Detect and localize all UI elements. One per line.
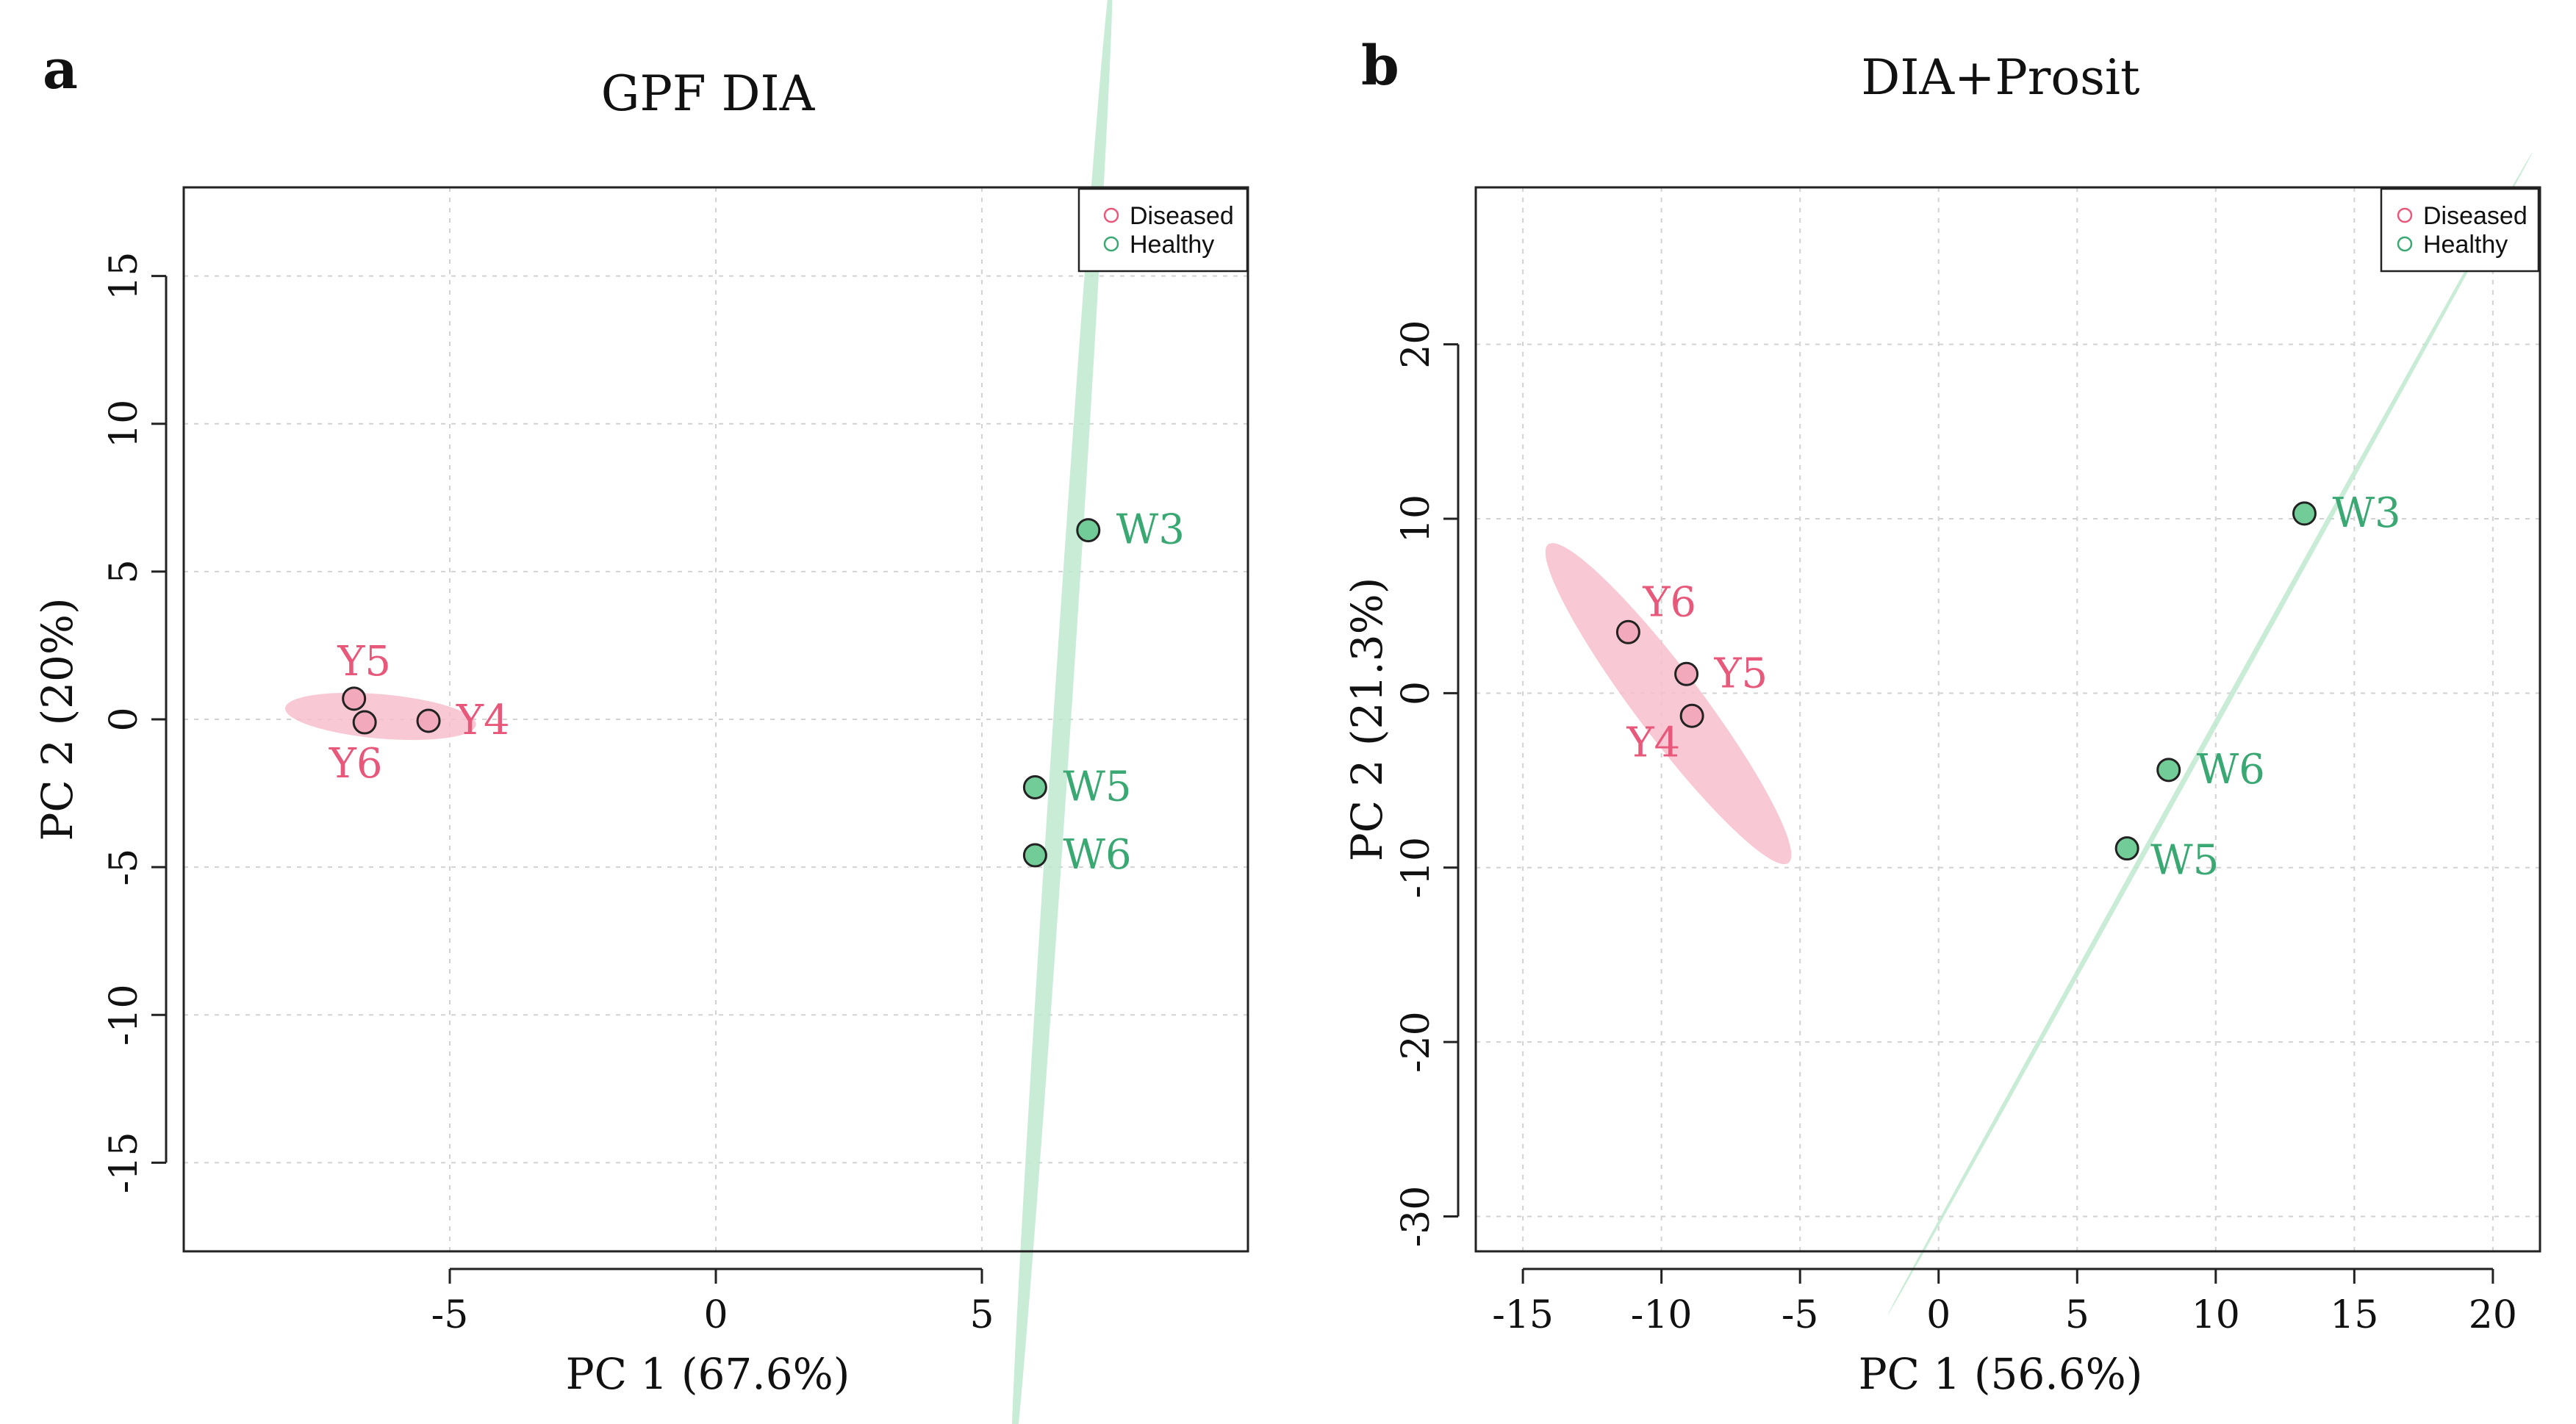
y-tick-label: -10 (102, 984, 146, 1046)
point-label-W3: W3 (2332, 489, 2400, 537)
panel-b-legend-box (2380, 187, 2540, 273)
panel-a-letter: a (43, 38, 78, 101)
point-W6 (1022, 843, 1047, 868)
healthy-confidence-ellipse (1887, 151, 2533, 1315)
x-tick-label: -15 (1492, 1293, 1554, 1337)
panel-b-legend-diseased-label: Diseased (2423, 202, 2527, 230)
panel-b-title: DIA+Prosit (1861, 49, 2139, 106)
point-label-W5: W5 (1063, 763, 1131, 811)
panel-b-legend: Diseased Healthy (2380, 187, 2540, 273)
point-label-Y6: Y6 (1642, 578, 1696, 626)
y-tick-label: 10 (102, 400, 146, 448)
panel-a-y-axis: -15 -10 -5 0 5 10 15 (102, 252, 168, 1193)
panel-b-y-axis-label: PC 2 (21.3%) (1342, 578, 1392, 862)
panel-b-legend-diseased-marker (2397, 207, 2413, 223)
point-label-Y6: Y6 (329, 740, 383, 788)
point-W5 (2114, 836, 2139, 861)
diseased-confidence-ellipse (1545, 543, 1792, 865)
diseased-confidence-ellipse (285, 692, 476, 741)
panel-b-point-labels: Y6 Y5 Y4 W3 W6 W5 (1626, 489, 2401, 885)
panel-b-legend-healthy-label: Healthy (2423, 231, 2508, 259)
point-label-W5: W5 (2150, 837, 2219, 885)
y-tick-label: -15 (102, 1132, 146, 1193)
point-W3 (2292, 501, 2317, 526)
y-tick-label: 0 (1394, 681, 1438, 705)
panel-a-legend-diseased-label: Diseased (1130, 202, 1234, 230)
panel-b-plot-frame (1474, 186, 2541, 1253)
y-tick-label: 20 (1394, 320, 1438, 369)
panel-a-y-axis-label: PC 2 (20%) (32, 597, 82, 841)
panel-a-x-axis-label: PC 1 (67.6%) (566, 1349, 850, 1399)
point-Y6 (352, 710, 377, 735)
panel-a-plot-frame (182, 186, 1249, 1253)
panel-a-legend-box (1077, 187, 1249, 273)
point-W3 (1076, 518, 1101, 543)
panel-b-ellipses (1545, 151, 2533, 1315)
healthy-confidence-ellipse (1011, 0, 1113, 1424)
panel-a-legend-diseased-marker (1103, 207, 1119, 223)
point-W6 (2156, 758, 2181, 783)
point-label-W6: W6 (2197, 746, 2265, 794)
y-tick-label: -10 (1394, 837, 1438, 899)
y-tick-label: 5 (102, 559, 146, 583)
x-tick-label: -10 (1631, 1293, 1693, 1337)
panel-b-legend-healthy-marker (2397, 236, 2413, 252)
x-tick-label: 20 (2469, 1293, 2517, 1337)
x-tick-label: 5 (2065, 1293, 2089, 1337)
panel-a-ellipses (285, 0, 1113, 1424)
y-tick-label: 0 (102, 707, 146, 731)
panel-b: b DIA+Prosit -15 -10 -5 0 5 10 15 20 -30 -20 -10 0… (1342, 35, 2541, 1399)
panel-a-point-labels: Y5 Y6 Y4 W3 W5 W6 (329, 506, 1185, 879)
x-tick-label: 15 (2330, 1293, 2378, 1337)
point-Y6 (1615, 619, 1640, 644)
point-label-W3: W3 (1116, 506, 1185, 554)
panel-a-legend-healthy-marker (1103, 236, 1119, 252)
panel-b-grid (1476, 187, 2540, 1251)
x-tick-label: -5 (1782, 1293, 1819, 1337)
panel-a: a GPF DIA -5 0 5 -15 -10 -5 0 5 10 15 Y5 Y6 Y4 W3 W5… (32, 0, 1249, 1424)
panel-a-legend: Diseased Healthy (1077, 187, 1249, 273)
panel-a-x-axis: -5 0 5 (431, 1267, 994, 1337)
panel-b-y-axis: -30 -20 -10 0 10 20 (1394, 320, 1460, 1248)
y-tick-label: 15 (102, 252, 146, 301)
panel-a-title: GPF DIA (601, 65, 816, 122)
point-W5 (1022, 775, 1047, 800)
x-tick-label: 0 (703, 1293, 728, 1337)
x-tick-label: 0 (1926, 1293, 1951, 1337)
panel-b-points (1615, 501, 2317, 861)
point-label-Y4: Y4 (1626, 719, 1681, 766)
x-tick-label: -5 (431, 1293, 469, 1337)
point-label-Y5: Y5 (337, 638, 391, 686)
y-tick-label: -20 (1394, 1011, 1438, 1073)
y-tick-label: -30 (1394, 1186, 1438, 1248)
point-Y5 (1674, 661, 1699, 686)
y-tick-label: 10 (1394, 495, 1438, 543)
point-label-Y5: Y5 (1714, 650, 1768, 697)
point-Y4 (416, 708, 441, 733)
panel-b-letter: b (1361, 35, 1399, 98)
panel-b-x-axis: -15 -10 -5 0 5 10 15 20 (1492, 1267, 2517, 1337)
y-tick-label: -5 (102, 849, 146, 886)
panel-a-legend-healthy-label: Healthy (1130, 231, 1214, 259)
point-Y5 (342, 686, 367, 711)
x-tick-label: 10 (2192, 1293, 2240, 1337)
panel-a-points (342, 518, 1101, 868)
x-tick-label: 5 (969, 1293, 994, 1337)
point-label-W6: W6 (1063, 831, 1131, 879)
point-Y4 (1679, 703, 1704, 728)
point-label-Y4: Y4 (456, 697, 510, 744)
panel-b-x-axis-label: PC 1 (56.6%) (1859, 1349, 2143, 1399)
